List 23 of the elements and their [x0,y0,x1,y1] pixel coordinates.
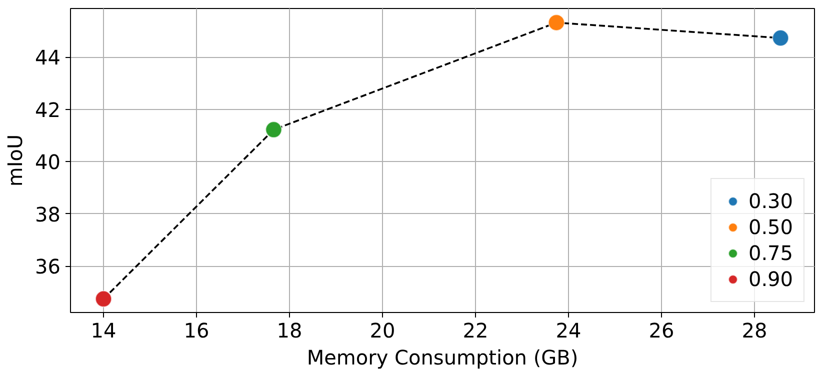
y-tick-label: 36 [35,254,61,279]
y-tick-label: 42 [35,98,61,122]
legend-label: 0.50 [748,215,793,239]
y-tick-label: 44 [35,46,61,70]
x-tick-label: 28 [742,318,768,342]
point [265,121,282,138]
x-axis-title: Memory Consumption (GB) [306,346,578,370]
x-tick-label: 16 [184,318,210,342]
point [95,290,112,308]
y-axis-title: mIoU [3,134,28,187]
point [772,30,790,46]
y-tick-label: 38 [35,202,61,226]
x-tick-label: 20 [370,318,396,342]
legend-label: 0.30 [748,189,793,213]
x-tick-label: 26 [648,318,674,342]
x-tick-label: 18 [276,318,302,342]
x-tick-label: 22 [462,318,488,342]
point [548,14,565,32]
legend-label: 0.90 [748,267,793,291]
x-tick-label: 14 [90,318,116,342]
legend-label: 0.75 [748,241,793,265]
y-tick-label: 40 [35,150,61,174]
x-tick-label: 24 [556,318,582,342]
